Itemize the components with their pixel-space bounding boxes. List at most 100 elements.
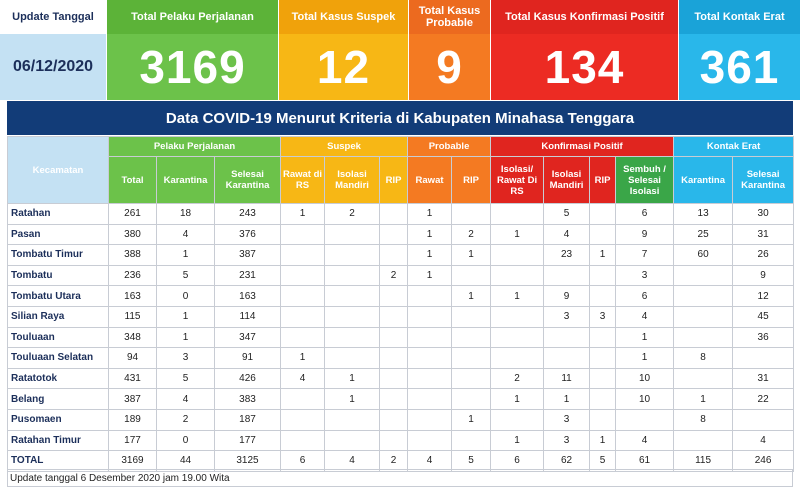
table-cell: 115: [108, 305, 157, 328]
table-cell: [324, 326, 381, 349]
table-cell: 91: [213, 347, 282, 369]
table-row: Pasan 380 4 376 1 2 1 4 9 25 31: [7, 223, 795, 246]
table-cell: 31: [732, 367, 795, 390]
table-cell: [280, 264, 326, 287]
table-cell: 3: [543, 429, 591, 452]
table-cell: 10: [615, 367, 675, 390]
table-cell: [407, 429, 453, 452]
table-cell: 2: [379, 450, 409, 472]
table-cell: 189: [108, 408, 157, 431]
table-cell: [280, 408, 326, 431]
table-cell: [451, 203, 492, 225]
table-cell: 388: [108, 244, 157, 266]
table-cell: 1: [156, 244, 215, 266]
table-cell: 31: [732, 223, 795, 246]
table-cell: [324, 305, 381, 328]
table-cell: 5: [156, 367, 215, 390]
group-header-row: Kecamatan Pelaku Perjalanan Suspek Proba…: [7, 136, 795, 204]
table-row: Ratahan Timur 177 0 177 1 3 1 4 4: [7, 429, 795, 452]
table-cell: [280, 285, 326, 307]
table-row: Ratahan 261 18 243 1 2 1 5 6 13 30: [7, 203, 795, 225]
table-cell: 3: [156, 347, 215, 369]
table-cell: 1: [280, 347, 326, 369]
kecamatan-name: TOTAL: [7, 450, 109, 472]
table-cell: [490, 305, 545, 328]
kecamatan-name: Ratatotok: [7, 367, 109, 390]
table-cell: 1: [615, 347, 675, 369]
table-cell: 61: [615, 450, 675, 472]
table-cell: [379, 347, 409, 369]
table-cell: 431: [108, 367, 157, 390]
table-cell: 1: [324, 367, 381, 390]
table-cell: [451, 305, 492, 328]
table-cell: [407, 305, 453, 328]
table-cell: [589, 285, 617, 307]
table-body: Ratahan 261 18 243 1 2 1 5 6 13 30 Pasan 380 4 376 1 2 1 4…: [7, 203, 795, 472]
table-row: Tombatu Utara 163 0 163 1 1 9 6 12: [7, 285, 795, 307]
table-cell: 36: [732, 326, 795, 349]
table-cell: 5: [543, 203, 591, 225]
table-cell: 6: [615, 285, 675, 307]
table-cell: [324, 223, 381, 246]
col-isolasi-mandiri-header: Isolasi Mandiri: [324, 156, 381, 204]
table-cell: 94: [108, 347, 157, 369]
table-row: Ratatotok 431 5 426 4 1 2 11 10 31: [7, 367, 795, 390]
table-cell: [379, 367, 409, 390]
probable-summary-box: Total Kasus Probable 9: [409, 0, 491, 100]
table-cell: [732, 408, 795, 431]
table-cell: 3: [543, 305, 591, 328]
col-sembuh-header: Sembuh / Selesai Isolasi: [615, 156, 675, 204]
table-cell: 3169: [108, 450, 157, 472]
update-date: 06/12/2020: [0, 34, 106, 100]
table-cell: [543, 326, 591, 349]
table-cell: 348: [108, 326, 157, 349]
pelaku-summary-box: Total Pelaku Perjalanan 3169: [107, 0, 279, 100]
table-cell: 163: [213, 285, 282, 307]
table-cell: 387: [213, 244, 282, 266]
table-cell: 4: [407, 450, 453, 472]
table-cell: [407, 285, 453, 307]
table-cell: [543, 264, 591, 287]
table-cell: [324, 347, 381, 369]
col-selesai-karantina-kontak-header: Selesai Karantina: [732, 156, 795, 204]
table-cell: [379, 285, 409, 307]
table-cell: [451, 347, 492, 369]
table-cell: [280, 429, 326, 452]
col-total-header: Total: [108, 156, 157, 204]
table-cell: 12: [732, 285, 795, 307]
group-konfirmasi-header: Konfirmasi Positif: [490, 136, 675, 157]
table-cell: 376: [213, 223, 282, 246]
group-suspek-header: Suspek: [280, 136, 409, 157]
table-cell: [615, 408, 675, 431]
table-cell: 1: [407, 244, 453, 266]
kecamatan-name: Touluaan Selatan: [7, 347, 109, 369]
table-cell: [589, 388, 617, 410]
pelaku-summary-value: 3169: [107, 34, 278, 100]
table-cell: 177: [108, 429, 157, 452]
table-cell: 45: [732, 305, 795, 328]
table-cell: 25: [673, 223, 734, 246]
kecamatan-header: Kecamatan: [7, 136, 109, 204]
table-cell: 60: [673, 244, 734, 266]
table-cell: [407, 326, 453, 349]
table-cell: [379, 388, 409, 410]
table-cell: [379, 305, 409, 328]
table-cell: 8: [673, 347, 734, 369]
table-cell: [589, 203, 617, 225]
kecamatan-name: Tombatu: [7, 264, 109, 287]
table-cell: [589, 264, 617, 287]
covid-data-table: Kecamatan Pelaku Perjalanan Suspek Proba…: [7, 136, 795, 472]
kecamatan-name: Tombatu Utara: [7, 285, 109, 307]
table-cell: 22: [732, 388, 795, 410]
total-row: TOTAL 3169 44 3125 6 4 2 4 5 6 62 5 61 115 246: [7, 450, 795, 472]
table-cell: [451, 367, 492, 390]
sub-header-row: Total Karantina Selesai Karantina Rawat …: [8, 156, 795, 204]
table-cell: 18: [156, 203, 215, 225]
table-cell: 11: [543, 367, 591, 390]
table-cell: 1: [156, 305, 215, 328]
table-cell: [324, 285, 381, 307]
table-cell: [451, 388, 492, 410]
table-cell: [379, 326, 409, 349]
table-cell: 26: [732, 244, 795, 266]
table-cell: [543, 347, 591, 369]
